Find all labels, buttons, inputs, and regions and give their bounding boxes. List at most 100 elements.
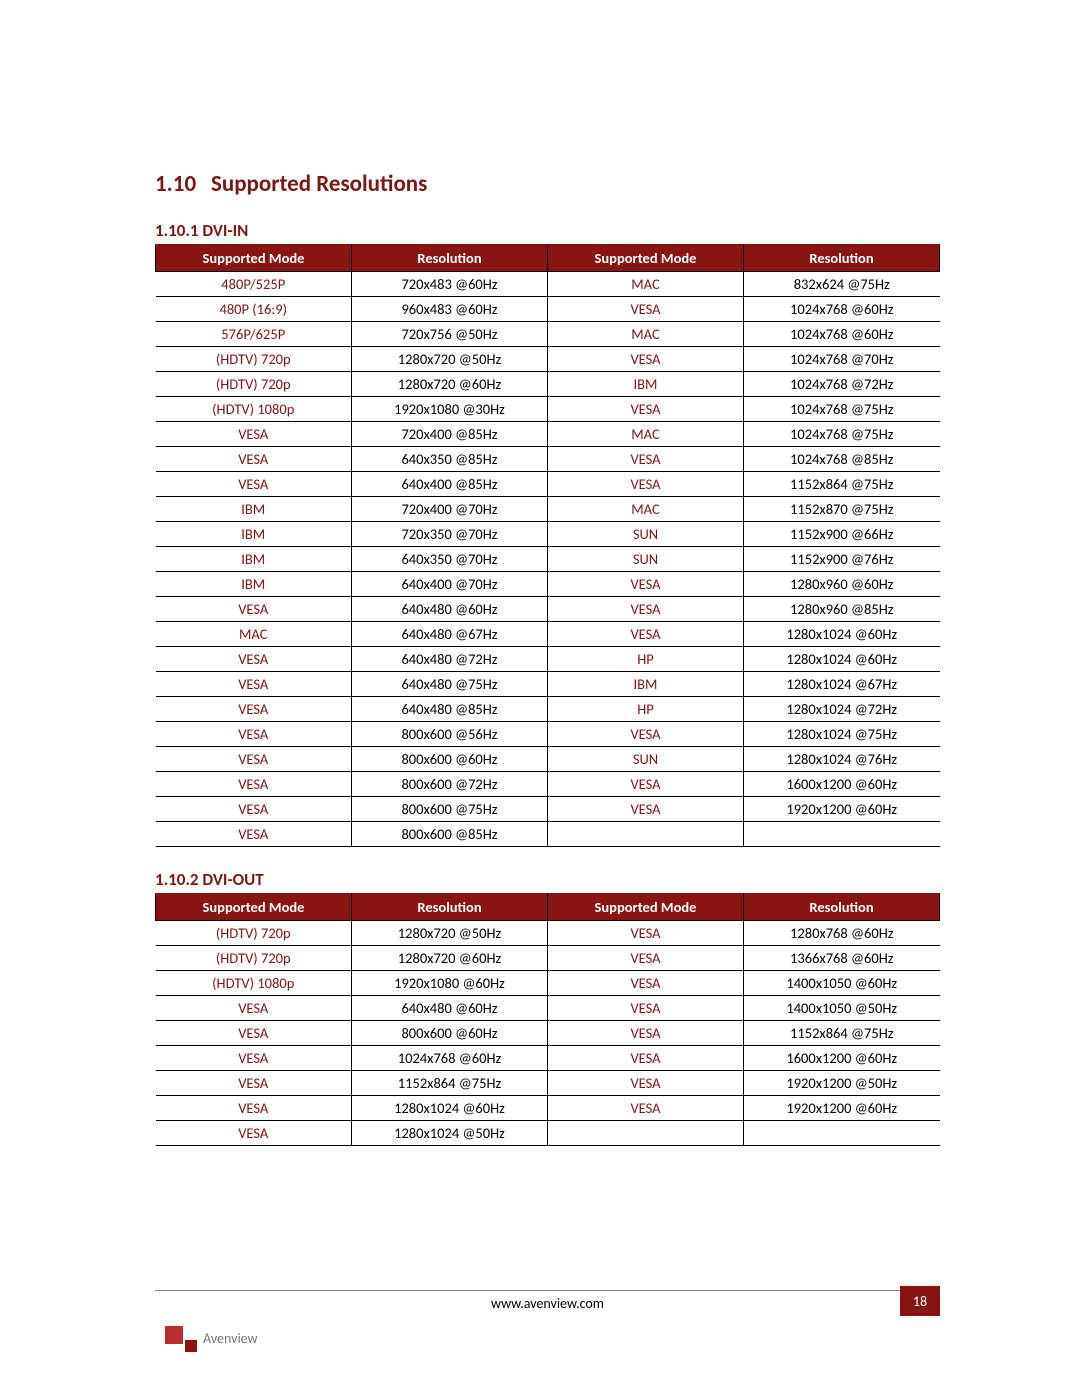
- resolution-cell: 1280x960 @85Hz: [744, 597, 940, 622]
- table-row: VESA640x400 @85HzVESA1152x864 @75Hz: [156, 472, 940, 497]
- table-row: VESA640x350 @85HzVESA1024x768 @85Hz: [156, 447, 940, 472]
- mode-cell: HP: [548, 697, 744, 722]
- mode-cell: SUN: [548, 747, 744, 772]
- resolution-cell: 1280x768 @60Hz: [744, 921, 940, 946]
- mode-cell: VESA: [156, 797, 352, 822]
- mode-cell: VESA: [156, 722, 352, 747]
- mode-cell: IBM: [156, 572, 352, 597]
- mode-cell: IBM: [548, 672, 744, 697]
- mode-cell: SUN: [548, 522, 744, 547]
- brand-logo: Avenview: [165, 1329, 258, 1347]
- mode-cell: VESA: [548, 397, 744, 422]
- table-row: IBM720x350 @70HzSUN1152x900 @66Hz: [156, 522, 940, 547]
- section-heading: 1.10Supported Resolutions: [155, 170, 940, 198]
- logo-square-icon: [185, 1340, 197, 1352]
- mode-cell: VESA: [156, 996, 352, 1021]
- table-row: VESA800x600 @72HzVESA1600x1200 @60Hz: [156, 772, 940, 797]
- logo-text: Avenview: [203, 1330, 258, 1347]
- logo-square-icon: [165, 1326, 183, 1344]
- resolution-cell: 1152x864 @75Hz: [744, 1021, 940, 1046]
- resolution-cell: 1280x1024 @60Hz: [352, 1096, 548, 1121]
- mode-cell: 480P (16:9): [156, 297, 352, 322]
- table-row: (HDTV) 1080p1920x1080 @30HzVESA1024x768 …: [156, 397, 940, 422]
- resolution-cell: 800x600 @60Hz: [352, 1021, 548, 1046]
- resolution-cell: 640x480 @75Hz: [352, 672, 548, 697]
- mode-cell: VESA: [548, 722, 744, 747]
- mode-cell: 480P/525P: [156, 272, 352, 297]
- resolution-cell: 1920x1200 @60Hz: [744, 797, 940, 822]
- resolution-cell: 1280x1024 @60Hz: [744, 622, 940, 647]
- resolution-cell: 640x480 @85Hz: [352, 697, 548, 722]
- table-row: VESA1280x1024 @60HzVESA1920x1200 @60Hz: [156, 1096, 940, 1121]
- mode-cell: VESA: [156, 772, 352, 797]
- page-number: 18: [913, 1293, 927, 1310]
- mode-cell: VESA: [156, 1071, 352, 1096]
- table-row: VESA640x480 @75HzIBM1280x1024 @67Hz: [156, 672, 940, 697]
- resolution-cell: 640x400 @70Hz: [352, 572, 548, 597]
- resolution-cell: 800x600 @85Hz: [352, 822, 548, 847]
- mode-cell: VESA: [548, 1071, 744, 1096]
- table-row: VESA1280x1024 @50Hz: [156, 1121, 940, 1146]
- mode-cell: IBM: [156, 547, 352, 572]
- resolution-cell: 1280x1024 @76Hz: [744, 747, 940, 772]
- mode-cell: VESA: [548, 996, 744, 1021]
- table-header-cell: Resolution: [352, 894, 548, 921]
- mode-cell: VESA: [548, 1021, 744, 1046]
- mode-cell: MAC: [548, 497, 744, 522]
- resolution-cell: 1920x1200 @50Hz: [744, 1071, 940, 1096]
- table-row: MAC640x480 @67HzVESA1280x1024 @60Hz: [156, 622, 940, 647]
- table-row: VESA640x480 @72HzHP1280x1024 @60Hz: [156, 647, 940, 672]
- table-row: (HDTV) 1080p1920x1080 @60HzVESA1400x1050…: [156, 971, 940, 996]
- resolution-cell: 640x400 @85Hz: [352, 472, 548, 497]
- mode-cell: VESA: [548, 297, 744, 322]
- mode-cell: VESA: [156, 597, 352, 622]
- table-row: VESA800x600 @60HzVESA1152x864 @75Hz: [156, 1021, 940, 1046]
- section-number: 1.10: [155, 170, 211, 198]
- table-header-cell: Resolution: [352, 245, 548, 272]
- mode-cell: VESA: [548, 347, 744, 372]
- mode-cell: VESA: [156, 697, 352, 722]
- section-title: Supported Resolutions: [211, 170, 427, 198]
- mode-cell: (HDTV) 1080p: [156, 397, 352, 422]
- table-header-cell: Resolution: [744, 245, 940, 272]
- resolution-cell: 800x600 @72Hz: [352, 772, 548, 797]
- table-row: (HDTV) 720p1280x720 @60HzVESA1366x768 @6…: [156, 946, 940, 971]
- resolution-cell: 1280x720 @50Hz: [352, 921, 548, 946]
- footer-url: www.avenview.com: [491, 1295, 604, 1312]
- resolution-cell: 1280x1024 @50Hz: [352, 1121, 548, 1146]
- mode-cell: IBM: [156, 497, 352, 522]
- mode-cell: MAC: [548, 422, 744, 447]
- mode-cell: VESA: [548, 772, 744, 797]
- resolution-cell: 832x624 @75Hz: [744, 272, 940, 297]
- resolution-cell: 720x483 @60Hz: [352, 272, 548, 297]
- table-row: (HDTV) 720p1280x720 @50HzVESA1280x768 @6…: [156, 921, 940, 946]
- resolution-cell: 1280x1024 @75Hz: [744, 722, 940, 747]
- resolution-cell: 640x480 @60Hz: [352, 996, 548, 1021]
- table-header-cell: Supported Mode: [156, 894, 352, 921]
- resolution-cell: 720x400 @85Hz: [352, 422, 548, 447]
- mode-cell: VESA: [548, 472, 744, 497]
- mode-cell: VESA: [548, 447, 744, 472]
- mode-cell: VESA: [156, 672, 352, 697]
- table-row: VESA800x600 @85Hz: [156, 822, 940, 847]
- mode-cell: (HDTV) 720p: [156, 946, 352, 971]
- resolution-cell: 1152x900 @76Hz: [744, 547, 940, 572]
- resolution-cell: 1366x768 @60Hz: [744, 946, 940, 971]
- resolution-cell: 640x480 @60Hz: [352, 597, 548, 622]
- table-header-cell: Supported Mode: [548, 245, 744, 272]
- resolution-cell: 720x400 @70Hz: [352, 497, 548, 522]
- resolution-cell: 1024x768 @75Hz: [744, 422, 940, 447]
- mode-cell: (HDTV) 720p: [156, 921, 352, 946]
- table-row: VESA720x400 @85HzMAC1024x768 @75Hz: [156, 422, 940, 447]
- mode-cell: VESA: [156, 1046, 352, 1071]
- resolution-cell: 1280x720 @60Hz: [352, 946, 548, 971]
- table-header-cell: Supported Mode: [548, 894, 744, 921]
- mode-cell: IBM: [548, 372, 744, 397]
- resolution-cell: 1600x1200 @60Hz: [744, 772, 940, 797]
- resolution-cell: 1024x768 @60Hz: [744, 297, 940, 322]
- mode-cell: 576P/625P: [156, 322, 352, 347]
- resolution-cell: 1920x1080 @60Hz: [352, 971, 548, 996]
- table-header-cell: Supported Mode: [156, 245, 352, 272]
- resolution-cell: 800x600 @75Hz: [352, 797, 548, 822]
- resolution-cell: 640x480 @67Hz: [352, 622, 548, 647]
